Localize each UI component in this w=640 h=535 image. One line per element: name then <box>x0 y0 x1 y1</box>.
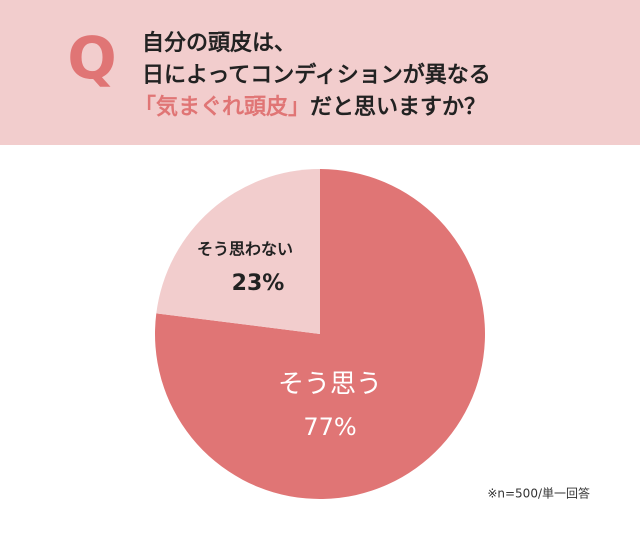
header-band <box>0 0 640 145</box>
pie: そう思う 77% そう思わない 23% <box>155 169 486 499</box>
title-line: 自分の頭皮は、 <box>142 30 296 56</box>
slice-value: 77% <box>303 413 356 441</box>
title-end: だと思いますか？ <box>310 95 486 120</box>
pie-slice <box>156 169 320 334</box>
slice-label: そう思う <box>278 370 382 400</box>
title-line: 「気まぐれ頭皮」だと思いますか？ <box>134 94 486 120</box>
slice-label: そう思わない <box>197 240 293 259</box>
slice-value: 23% <box>232 271 285 296</box>
title-line: 日によってコンディションが異なる <box>142 62 491 88</box>
title-highlight: 「気まぐれ頭皮」 <box>134 94 310 120</box>
note: ※n=500/単一回答 <box>487 486 590 501</box>
question-mark: Q <box>67 24 116 92</box>
pie-slice <box>155 169 486 499</box>
